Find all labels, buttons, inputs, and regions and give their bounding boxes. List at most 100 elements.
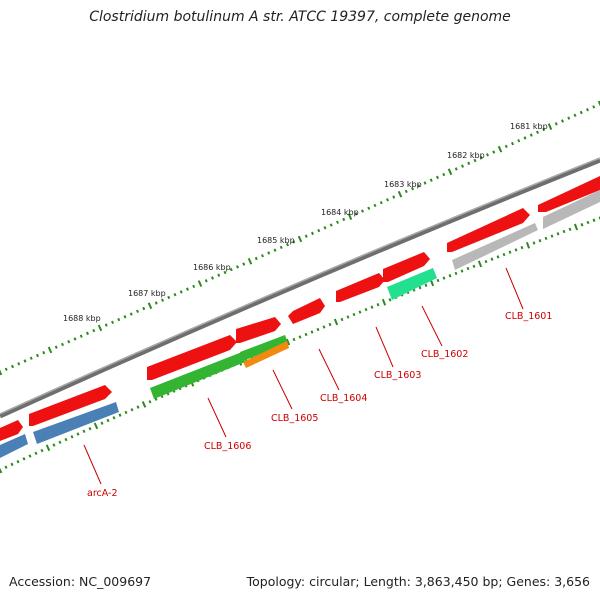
leader-line: [272, 369, 293, 410]
outer-tick: [267, 251, 271, 255]
inner-tick: [82, 429, 86, 434]
gene-feature[interactable]: [387, 268, 437, 300]
inner-tick: [418, 286, 422, 290]
outer-tick: [392, 195, 396, 199]
cds-feature[interactable]: [147, 335, 237, 380]
inner-tick: [64, 437, 68, 442]
inner-tick: [568, 227, 572, 231]
inner-tick: [358, 310, 362, 314]
outer-tick: [147, 302, 153, 310]
outer-tick: [4, 367, 8, 371]
inner-tick: [93, 422, 99, 430]
outer-tick: [585, 107, 590, 112]
gene-feature[interactable]: [33, 402, 119, 444]
inner-tick: [370, 305, 374, 309]
inner-tick: [304, 332, 308, 337]
outer-tick: [397, 190, 403, 198]
inner-tick: [76, 432, 80, 436]
cds-feature[interactable]: [29, 385, 112, 426]
outer-tick: [404, 189, 408, 194]
kbp-label-1685: 1685 kbp: [257, 236, 295, 245]
gene-track: [0, 190, 600, 458]
inner-tick: [424, 283, 428, 287]
inner-tick: [298, 335, 302, 339]
inner-tick: [16, 459, 20, 464]
outer-tick: [597, 100, 600, 107]
cds-feature[interactable]: [0, 420, 23, 441]
outer-tick: [79, 334, 83, 338]
inner-tick: [466, 266, 470, 271]
outer-tick: [223, 270, 227, 275]
outer-tick: [304, 234, 308, 238]
inner-tick: [514, 248, 518, 252]
outer-tick: [273, 248, 277, 252]
outer-tick: [254, 256, 258, 261]
gene-label[interactable]: CLB_1606: [204, 441, 251, 452]
outer-tick: [60, 342, 65, 347]
outer-tick: [317, 228, 321, 233]
gene-feature[interactable]: [150, 352, 245, 399]
genome-backbone-highlight: [0, 157, 600, 415]
inner-tick: [573, 223, 579, 231]
gene-feature[interactable]: [0, 434, 28, 458]
gene-feature[interactable]: [243, 341, 289, 368]
kbp-label-1687: 1687 kbp: [128, 289, 166, 298]
inner-tick: [112, 416, 116, 420]
inner-tick: [388, 298, 392, 302]
outer-tick: [367, 206, 371, 210]
outer-tick: [154, 301, 158, 305]
outer-tick: [485, 153, 490, 157]
inner-tick-ring: [0, 216, 600, 474]
outer-tick: [560, 119, 565, 123]
inner-tick: [100, 421, 104, 425]
outer-tick: [460, 164, 465, 168]
inner-tick: [88, 426, 92, 431]
gene-label[interactable]: CLB_1601: [505, 311, 552, 322]
inner-tick: [496, 255, 500, 259]
outer-tick: [410, 186, 415, 191]
leader-line: [375, 326, 394, 368]
inner-tick: [508, 250, 512, 254]
outer-tick: [123, 315, 127, 319]
outer-tick: [454, 167, 458, 171]
kbp-label-1688: 1688 kbp: [63, 314, 101, 323]
gene-label[interactable]: CLB_1603: [374, 370, 421, 381]
gene-label[interactable]: CLB_1602: [421, 349, 468, 360]
inner-tick: [586, 220, 590, 225]
outer-tick: [260, 254, 265, 258]
inner-tick: [442, 276, 446, 280]
inner-tick: [340, 317, 344, 322]
outer-tick: [210, 276, 215, 280]
gene-label[interactable]: CLB_1605: [271, 413, 318, 424]
cds-feature[interactable]: [288, 298, 325, 324]
outer-tick-ring: [0, 100, 600, 376]
outer-tick: [135, 309, 140, 314]
cds-feature[interactable]: [336, 273, 385, 302]
inner-tick: [472, 264, 476, 268]
cds-feature[interactable]: [447, 208, 530, 252]
outer-tick: [129, 312, 133, 316]
gene-label[interactable]: arcA-2: [87, 488, 118, 499]
inner-tick: [316, 327, 320, 332]
outer-tick: [329, 223, 333, 227]
outer-tick: [529, 133, 533, 137]
cds-feature[interactable]: [383, 252, 430, 282]
inner-tick: [45, 444, 51, 452]
gene-feature[interactable]: [452, 223, 538, 270]
inner-tick: [460, 269, 464, 273]
genome-backbone: [0, 157, 600, 419]
outer-tick: [204, 279, 208, 283]
gene-label[interactable]: CLB_1604: [320, 393, 367, 404]
cds-feature[interactable]: [538, 176, 600, 212]
inner-tick: [22, 457, 26, 461]
gene-feature[interactable]: [240, 335, 288, 361]
outer-tick: [23, 359, 27, 363]
cds-feature[interactable]: [236, 317, 281, 343]
outer-tick: [417, 184, 421, 188]
leader-line: [318, 348, 340, 391]
inner-tick: [544, 236, 548, 241]
gene-feature[interactable]: [543, 190, 600, 229]
outer-tick: [323, 226, 327, 230]
outer-tick: [435, 175, 440, 180]
